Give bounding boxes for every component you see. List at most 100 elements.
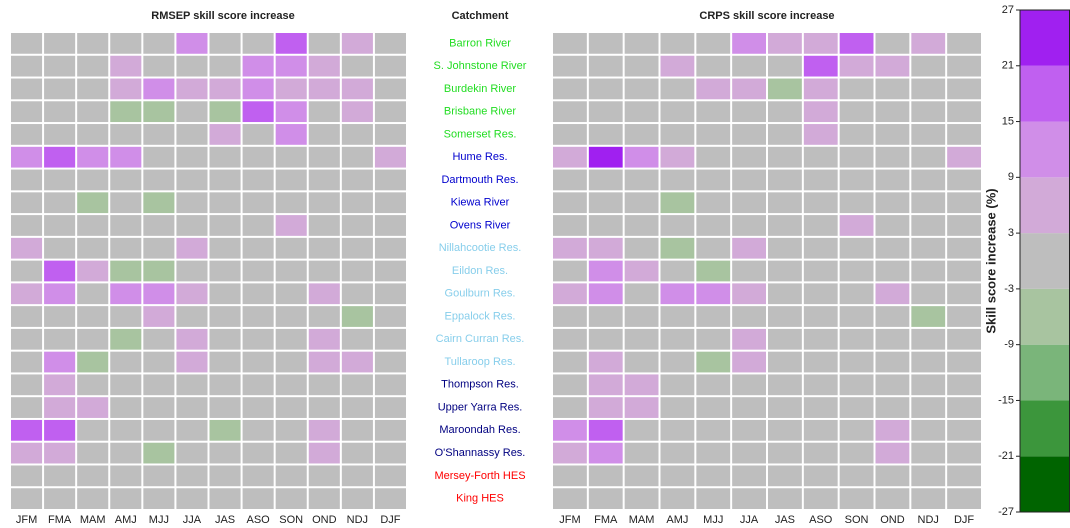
heatmap-cell	[209, 442, 241, 464]
heatmap-cell	[275, 351, 307, 373]
heatmap-cell	[624, 192, 659, 214]
heatmap-cell	[660, 146, 695, 168]
heatmap-cell	[732, 374, 766, 396]
heatmap-cell	[176, 260, 208, 282]
heatmap-cell	[308, 442, 340, 464]
heatmap-cell	[696, 374, 731, 396]
heatmap-cell	[875, 397, 910, 418]
colorbar-tick-label: 3	[1008, 227, 1014, 239]
heatmap-cell	[624, 374, 659, 396]
heatmap-cell	[11, 328, 43, 350]
heatmap-cell	[875, 306, 910, 327]
heatmap-cell	[374, 442, 406, 464]
heatmap-cell	[732, 101, 766, 123]
colorbar-bin	[1020, 65, 1070, 122]
heatmap-cell	[308, 260, 340, 282]
heatmap-cell	[242, 397, 274, 418]
heatmap-cell	[209, 488, 241, 509]
heatmap-cell	[803, 33, 838, 54]
catchment-label: Dartmouth Res.	[441, 174, 518, 186]
heatmap-cell	[242, 33, 274, 54]
heatmap-cell	[911, 101, 946, 123]
x-tick-label: JAS	[215, 514, 235, 526]
colorbar-tick-label: -15	[998, 394, 1014, 406]
heatmap-cell	[553, 55, 587, 77]
heatmap-cell	[341, 33, 373, 54]
heatmap-cell	[803, 124, 838, 145]
colorbar-bin	[1020, 233, 1070, 289]
heatmap-cell	[588, 146, 623, 168]
heatmap-cell	[341, 78, 373, 100]
heatmap-cell	[624, 419, 659, 441]
heatmap-cell	[308, 215, 340, 236]
heatmap-cell	[803, 260, 838, 282]
heatmap-cell	[768, 442, 802, 464]
heatmap-cell	[732, 78, 766, 100]
heatmap-cell	[176, 328, 208, 350]
heatmap-cell	[374, 33, 406, 54]
heatmap-cell	[77, 328, 109, 350]
heatmap-cell	[768, 215, 802, 236]
heatmap-cell	[553, 374, 587, 396]
heatmap-cell	[732, 260, 766, 282]
heatmap-cell	[110, 442, 142, 464]
x-tick-label: AMJ	[115, 514, 137, 526]
heatmap-cell	[732, 328, 766, 350]
heatmap-cell	[77, 397, 109, 418]
heatmap-cell	[242, 419, 274, 441]
heatmap-cell	[911, 192, 946, 214]
heatmap-cell	[732, 283, 766, 305]
heatmap-cell	[77, 488, 109, 509]
heatmap-cell	[374, 488, 406, 509]
heatmap-cell	[77, 283, 109, 305]
heatmap-cell	[110, 397, 142, 418]
heatmap-cell	[341, 101, 373, 123]
heatmap-cell	[768, 101, 802, 123]
heatmap-cell	[803, 374, 838, 396]
heatmap-cell	[588, 55, 623, 77]
heatmap-cell	[110, 283, 142, 305]
heatmap-cell	[341, 192, 373, 214]
heatmap-cell	[947, 146, 981, 168]
heatmap-cell	[588, 397, 623, 418]
heatmap-cell	[341, 124, 373, 145]
heatmap-cell	[875, 192, 910, 214]
heatmap-cell	[275, 306, 307, 327]
heatmap-cell	[341, 55, 373, 77]
heatmap-cell	[209, 101, 241, 123]
heatmap-cell	[242, 78, 274, 100]
heatmap-cell	[947, 55, 981, 77]
heatmap-cell	[44, 374, 76, 396]
heatmap-cell	[803, 78, 838, 100]
heatmap-cell	[143, 55, 175, 77]
heatmap-cell	[242, 237, 274, 259]
heatmap-cell	[803, 215, 838, 236]
heatmap-cell	[553, 442, 587, 464]
heatmap-cell	[341, 374, 373, 396]
heatmap-cell	[242, 351, 274, 373]
heatmap-cell	[275, 33, 307, 54]
heatmap-cell	[839, 192, 874, 214]
catchment-label: King HES	[456, 493, 504, 505]
heatmap-cell	[588, 237, 623, 259]
colorbar-tick-label: -27	[998, 506, 1014, 518]
colorbar-bin	[1020, 400, 1070, 457]
heatmap-cell	[911, 260, 946, 282]
colorbar-tick-label: -9	[1004, 339, 1014, 351]
heatmap-cell	[624, 351, 659, 373]
heatmap-cell	[242, 374, 274, 396]
heatmap-cell	[839, 283, 874, 305]
heatmap-cell	[143, 351, 175, 373]
heatmap-cell	[911, 78, 946, 100]
heatmap-cell	[341, 306, 373, 327]
heatmap-cell	[143, 419, 175, 441]
heatmap-cell	[44, 124, 76, 145]
heatmap-cell	[341, 488, 373, 509]
heatmap-cell	[732, 215, 766, 236]
heatmap-cell	[242, 283, 274, 305]
x-tick-label: DJF	[954, 514, 974, 526]
heatmap-cell	[374, 55, 406, 77]
heatmap-cell	[588, 351, 623, 373]
heatmap-cell	[768, 488, 802, 509]
